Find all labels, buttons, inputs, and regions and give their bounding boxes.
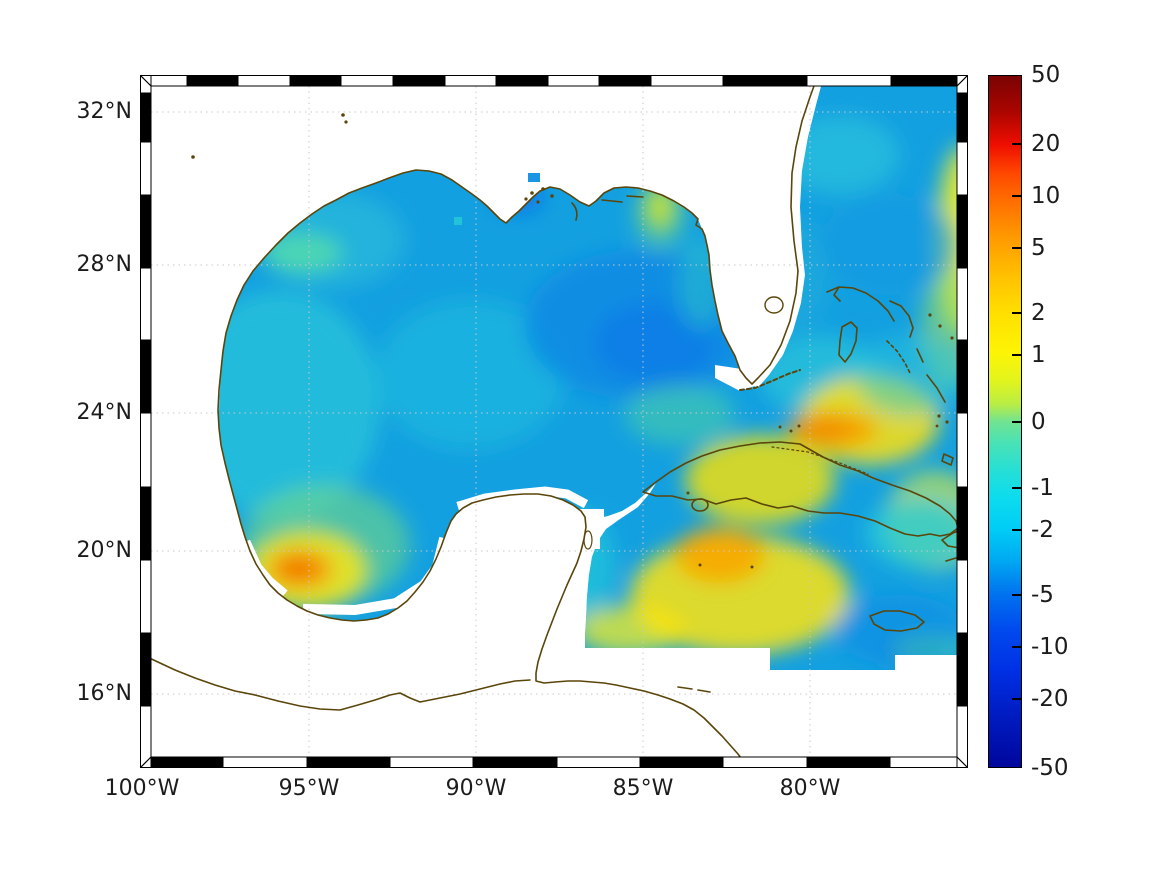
isla-juventud [691, 498, 709, 512]
colorbar-tick-label: -50 [1031, 755, 1069, 781]
colorbar-tick [1012, 594, 1021, 597]
colorbar-tick-label: -10 [1031, 634, 1069, 661]
data-field [218, 75, 968, 670]
coast-pacific [142, 654, 531, 711]
colorbar-tick-label: 0 [1031, 408, 1046, 435]
cuba-cays [771, 446, 869, 475]
cozumel [583, 530, 593, 550]
colorbar-tick-label: 1 [1031, 342, 1046, 369]
colorbar-tick-label: -20 [1031, 686, 1069, 713]
lat-tick-label: 28°N [76, 252, 132, 277]
bahamas-inagua [941, 453, 954, 466]
colorbar-tick [1012, 420, 1021, 423]
colorbar-tick-label: 50 [1031, 62, 1061, 88]
colorbar-tick [1012, 311, 1021, 314]
colorbar-tick-label: 20 [1031, 130, 1061, 157]
colorbar-tick-label: -1 [1031, 474, 1054, 501]
colorbar-tick [1012, 246, 1021, 249]
lon-tick-label: 85°W [612, 776, 674, 801]
coastlines [142, 74, 969, 769]
lat-tick-label: 24°N [76, 400, 132, 425]
barrier-islands [571, 195, 711, 693]
bahamas-eleuthera [889, 300, 914, 338]
lat-tick-label: 32°N [76, 99, 132, 124]
colorbar-tick [1012, 354, 1021, 357]
lon-tick-label: 95°W [278, 776, 340, 801]
lon-tick-label: 80°W [779, 776, 841, 801]
colorbar-tick [1012, 194, 1021, 197]
colorbar-tick-label: 10 [1031, 182, 1061, 209]
colorbar-tick [1012, 142, 1021, 145]
nodata-mask [564, 365, 758, 549]
gridlines [140, 75, 968, 768]
colorbar-tick [1012, 486, 1021, 489]
lat-tick-label: 16°N [76, 681, 132, 706]
coast-jamaica [869, 610, 925, 632]
bahamas-cat [916, 348, 924, 363]
bahamas-grand-abaco [826, 286, 895, 322]
map-area [139, 74, 969, 769]
bahamas-long-island [926, 374, 946, 403]
bay-data-pixel [528, 173, 540, 182]
colorbar-tick-label: 5 [1031, 234, 1046, 261]
florida-keys [739, 369, 801, 391]
bahamas-andros [838, 321, 858, 363]
lat-tick-label: 20°N [76, 538, 132, 563]
colorbar-tick-label: 2 [1031, 299, 1046, 326]
lon-tick-label: 100°W [104, 776, 180, 801]
colorbar-tick-label: -5 [1031, 582, 1054, 609]
bay-data-pixel [454, 217, 462, 225]
colorbar-tick [1012, 698, 1021, 701]
map-svg [139, 74, 969, 769]
lon-tick-label: 90°W [445, 776, 507, 801]
bahamas-exuma [886, 340, 912, 376]
colorbar-tick [1012, 529, 1021, 532]
coast-north-america [217, 74, 819, 769]
colorbar-tick [1012, 646, 1021, 649]
colorbar-tick-label: -2 [1031, 517, 1054, 544]
lake-okeechobee [764, 296, 784, 314]
